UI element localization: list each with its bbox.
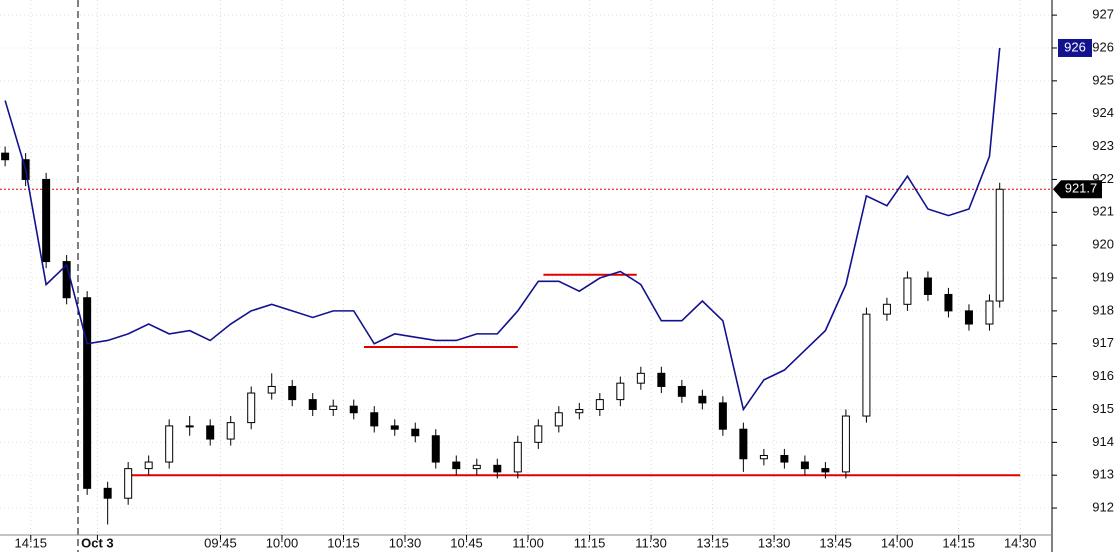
overlay-last-label: 926 [1064, 39, 1086, 54]
x-tick-label: 10:45 [450, 535, 483, 550]
x-tick-label: 14:30 [1004, 535, 1037, 550]
candle-body [124, 468, 133, 499]
candle-body [185, 425, 194, 428]
candle-body [513, 441, 522, 473]
last-price-label: 921.7 [1065, 181, 1098, 196]
y-tick-label: 913 [1092, 467, 1114, 482]
y-tick-label: 926 [1092, 39, 1114, 54]
candle-body [882, 303, 891, 315]
candle-body [1, 152, 10, 161]
candle-body [923, 277, 932, 295]
x-tick-label: 09:45 [204, 535, 237, 550]
candle-body [349, 405, 358, 414]
x-tick-label: 14:15 [14, 535, 47, 550]
x-tick-label: 10:00 [266, 535, 299, 550]
candle-body [759, 454, 768, 460]
candle-body [452, 461, 461, 470]
candle-body [964, 310, 973, 325]
x-tick-label: Oct 3 [81, 535, 114, 550]
candle-body [390, 425, 399, 430]
y-tick-label: 923 [1092, 138, 1114, 153]
y-tick-label: 927 [1092, 7, 1114, 22]
overlay-line [4, 47, 1001, 412]
x-tick-label: 14:15 [942, 535, 975, 550]
candle-body [288, 385, 297, 401]
candle-body [42, 178, 51, 263]
y-tick-label: 918 [1092, 302, 1114, 317]
candle-body [411, 428, 420, 437]
y-tick-label: 925 [1092, 72, 1114, 87]
candle-body [780, 454, 789, 463]
candle-body [862, 313, 871, 417]
candle-body [165, 425, 174, 463]
candle-body [800, 461, 809, 470]
candle-body [739, 428, 748, 460]
candle-body [308, 399, 317, 410]
x-tick-label: 11:30 [635, 535, 667, 550]
candle-body [493, 464, 502, 473]
candle-body [206, 425, 215, 440]
last-price-box [1053, 180, 1102, 199]
candle-body [944, 293, 953, 312]
x-tick-label: 11:15 [574, 535, 606, 550]
x-tick-label: 10:15 [327, 535, 360, 550]
y-tick-label: 917 [1092, 335, 1114, 350]
candle-body [616, 382, 625, 401]
x-tick-label: 13:45 [819, 535, 852, 550]
x-tick-label: 13:15 [696, 535, 729, 550]
candle-body [83, 297, 92, 489]
y-tick-label: 924 [1092, 105, 1114, 120]
candle-body [903, 277, 912, 305]
candle-body [103, 487, 112, 499]
candle-body [370, 412, 379, 427]
y-tick-label: 912 [1092, 499, 1114, 514]
candle-body [247, 392, 256, 424]
candle-body [985, 300, 994, 325]
y-tick-label: 921 [1092, 204, 1114, 219]
candle-body [698, 395, 707, 404]
candle-body [995, 188, 1004, 302]
candle-body [657, 372, 666, 387]
candle-body [677, 385, 686, 397]
candle-body [472, 464, 481, 470]
y-tick-label: 919 [1092, 269, 1114, 284]
candle-body [144, 461, 153, 470]
x-tick-label: 11:00 [512, 535, 544, 550]
candle-body [329, 405, 338, 410]
y-tick-label: 916 [1092, 368, 1114, 383]
candle-body [841, 415, 850, 473]
candle-body [718, 402, 727, 430]
x-tick-label: 13:30 [758, 535, 791, 550]
x-tick-label: 10:30 [389, 535, 422, 550]
candle-body [226, 422, 235, 440]
candle-body [534, 425, 543, 443]
candle-body [431, 435, 440, 463]
candle-body [636, 372, 645, 384]
y-tick-label: 915 [1092, 401, 1114, 416]
candle-body [595, 399, 604, 410]
candle-body [575, 408, 584, 414]
candle-body [554, 412, 563, 427]
y-tick-label: 920 [1092, 237, 1114, 252]
x-tick-label: 14:00 [881, 535, 914, 550]
overlay-last-box [1058, 38, 1092, 57]
y-tick-label: 914 [1092, 434, 1114, 449]
candle-body [267, 385, 276, 394]
candle-body [821, 468, 830, 473]
